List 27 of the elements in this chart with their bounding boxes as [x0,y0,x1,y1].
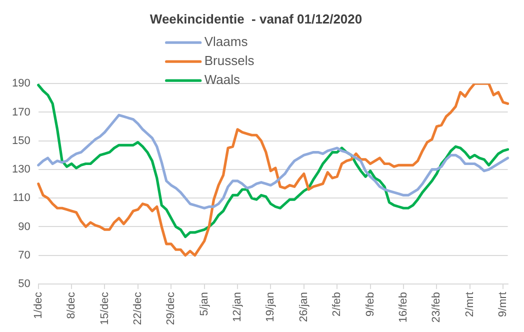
y-tick-label: 50 [18,278,30,290]
chart-title: Weekincidentie - vanaf 01/12/2020 [150,11,362,26]
y-tick-label: 90 [18,220,30,233]
x-tick-label: 23/feb [430,292,443,323]
y-tick-label: 130 [12,164,30,176]
x-tick-label: 9/feb [364,292,376,316]
x-tick-label: 16/feb [398,292,410,323]
x-tick-label: 1/dec [32,291,44,319]
legend-label: Waals [204,72,240,88]
x-tick-label: 15/dec [98,291,111,326]
x-tick-label: 5/jan [198,292,210,316]
y-tick-label: 70 [18,249,30,262]
x-tick-label: 12/jan [232,292,244,322]
legend-label: Brussels [204,53,255,68]
y-tick-label: 190 [12,78,30,90]
x-tick-label: 26/jan [298,292,310,322]
x-tick-label: 8/dec [66,291,78,319]
x-tick-label: 19/jan [264,292,277,322]
x-tick-label: 2/feb [331,292,344,316]
y-tick-label: 110 [12,192,30,204]
x-tick-label: 9/mrt [497,292,510,318]
legend-label: Vlaams [204,34,248,50]
x-tick-label: 2/mrt [464,292,476,318]
y-tick-label: 150 [12,134,30,147]
x-tick-label: 22/dec [132,291,144,326]
y-tick-label: 170 [12,106,30,118]
x-tick-label: 29/dec [165,291,178,326]
